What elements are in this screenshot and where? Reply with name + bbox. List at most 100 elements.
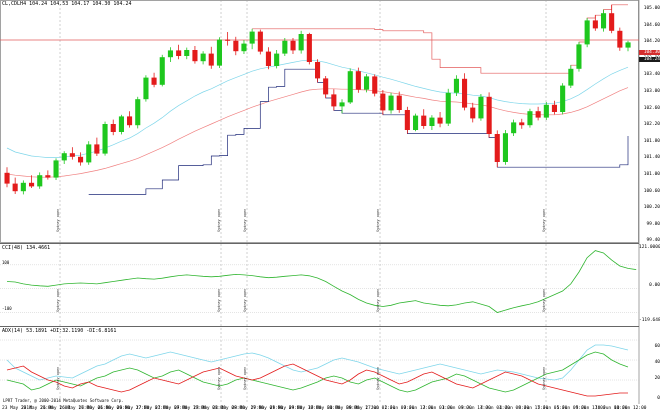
price-axis-label: 101.40 — [643, 155, 660, 161]
price-axis-label: 105.00 — [643, 6, 660, 11]
candle-body — [364, 76, 370, 90]
candle-body — [233, 40, 239, 52]
time-axis-label: 2 Jun 17:00 — [403, 406, 434, 411]
candle-body — [592, 20, 598, 29]
stop-low-line — [88, 68, 629, 195]
candle-body — [339, 102, 345, 107]
candle-body — [110, 124, 116, 132]
cci-level-top: 121.0000 — [639, 245, 660, 250]
candle-body — [576, 44, 582, 69]
price-axis-label: 100.20 — [643, 205, 660, 211]
candle-body — [453, 78, 459, 93]
candle-body — [625, 42, 631, 48]
candle-body — [535, 111, 541, 118]
price-axis-label: 103.40 — [643, 72, 660, 78]
price-axis-label: 103.00 — [643, 89, 660, 94]
price-axis-label: 101.80 — [643, 138, 660, 144]
time-axis-label: 30 May 01:00 — [308, 406, 341, 411]
cci-level-bottom: -119.6487 — [639, 318, 660, 323]
time-axis-label: 30 May 09:00 — [327, 406, 360, 411]
session-label: Sydney open — [376, 288, 380, 312]
session-label: Sydney open — [542, 366, 546, 390]
candle-body — [502, 133, 508, 162]
candle-body — [265, 51, 271, 66]
candle-body — [404, 110, 410, 130]
candle-body — [274, 53, 280, 66]
copyright-text: LPRT Trader, @ 2000-2014 MetaQuotes Soft… — [3, 398, 124, 403]
candle-body — [584, 20, 590, 45]
session-label: Sydney open — [542, 208, 546, 232]
time-axis-label: 4 Jun 09:00 — [499, 406, 530, 411]
candle-body — [413, 115, 419, 130]
cci-level-zero: 0.00 — [649, 283, 660, 288]
candle-body — [225, 39, 231, 41]
candle-body — [437, 117, 443, 124]
candle-body — [551, 104, 557, 112]
session-label: Sydney open — [243, 208, 247, 232]
time-axis-label: 28 May 17:00 — [231, 406, 265, 411]
candle-body — [176, 50, 182, 56]
candle-body — [568, 68, 574, 86]
time-axis-label: 26 May 09:00 — [97, 406, 131, 411]
candle-body — [118, 116, 124, 132]
candle-body — [159, 57, 165, 85]
current-price-tag: 104.24 — [639, 57, 660, 62]
candle-body — [102, 124, 108, 154]
time-axis-label: 27 May 17:00 — [174, 406, 207, 411]
candle-body — [323, 78, 329, 95]
session-label: Sydney open — [243, 366, 247, 390]
candle-body — [290, 40, 296, 51]
adx-level-60: 60 — [654, 344, 660, 349]
adx-main-line — [6, 344, 629, 381]
symbol-header: CL,CDLH4 104.24 104.53 104.17 104.30 104… — [2, 1, 131, 7]
time-axis-label: 2 Jun 09:00 — [384, 406, 415, 411]
hline-price-tag: 104.30 — [639, 50, 660, 55]
time-axis-label: 26 May 17:00 — [116, 406, 150, 411]
adx-panel[interactable] — [0, 326, 639, 405]
cci-panel[interactable] — [0, 243, 639, 326]
candle-body — [609, 13, 615, 31]
time-axis-label: 23 May 21:00 — [21, 406, 54, 411]
time-axis-label: 30 May 17:00 — [346, 406, 379, 411]
adx-plus-di-line — [6, 351, 629, 393]
candle-body — [347, 71, 353, 103]
candle-body — [298, 34, 304, 51]
candle-body — [486, 96, 492, 134]
candle-body — [45, 175, 51, 178]
candle-body — [78, 156, 84, 163]
adx-level-0: 0 — [657, 396, 660, 401]
candle-body — [519, 122, 525, 126]
session-label: Sydney open — [56, 288, 60, 312]
time-axis-label: 26 May 17:00 — [59, 406, 92, 411]
time-axis-label: 27 May 01:00 — [135, 406, 169, 411]
candle-body — [462, 78, 468, 108]
candle-body — [69, 153, 75, 157]
candle-body — [241, 43, 247, 52]
time-axis-label: 29 May 09:00 — [269, 406, 303, 411]
candle-body — [421, 115, 427, 126]
session-label: Sydney open — [376, 366, 380, 390]
symbol-title: CL,CDLH4 — [2, 1, 27, 7]
candle-body — [511, 122, 517, 134]
candle-body — [135, 99, 141, 126]
time-axis-label: 3 Jun 09:00 — [441, 406, 472, 411]
candle-body — [331, 94, 337, 107]
stop-high-line — [252, 4, 628, 74]
time-axis-label: 5 Jun 09:00 — [556, 406, 587, 411]
candle-body — [216, 39, 222, 66]
time-axis-label: 28 May 01:00 — [193, 406, 226, 411]
adx-minus-di-line — [6, 363, 628, 397]
candle-body — [388, 95, 394, 111]
time-axis: 23 May 2014 23 May 21:00 26 May 1:00 26 May… — [0, 405, 647, 412]
time-axis-label: 28 May 09:00 — [212, 406, 245, 411]
price-axis-label: 104.20 — [643, 39, 660, 45]
session-label: Sydney open — [376, 208, 380, 232]
price-axis-label: 100.60 — [643, 188, 660, 194]
candle-body — [208, 53, 214, 66]
price-axis-label: 102.60 — [643, 105, 660, 111]
candle-body — [4, 172, 10, 184]
session-label: Sydney open — [56, 366, 60, 390]
time-axis-label: 4 Jun 01:00 — [480, 406, 510, 411]
